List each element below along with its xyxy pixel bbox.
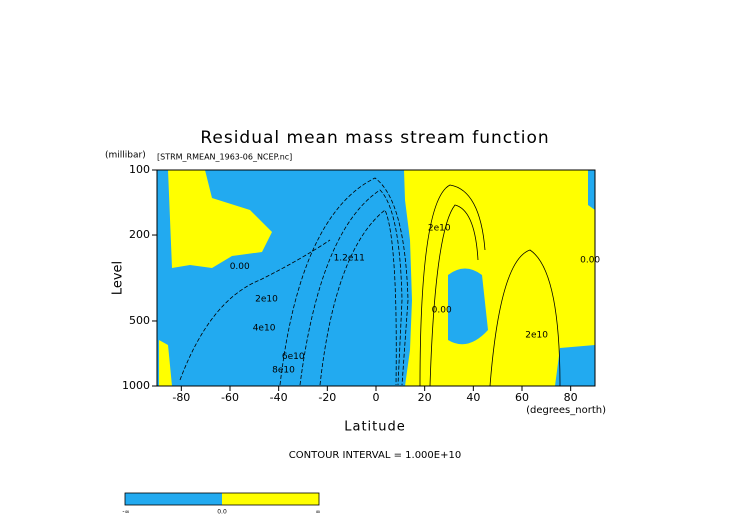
colorbar-label: 0.0	[217, 509, 227, 516]
contour-label: 0.00	[580, 255, 600, 265]
plot-area	[156, 169, 596, 387]
contour-label: 2e10	[255, 294, 278, 304]
colorbar-label: -∞	[122, 509, 129, 516]
colorbar-label: ∞	[316, 509, 321, 516]
contour-label: 0.00	[230, 262, 250, 272]
contour-line	[489, 249, 561, 387]
x-tick-label: 40	[466, 391, 480, 404]
y-tick-label: 200	[129, 228, 150, 241]
contour-line	[429, 204, 479, 387]
chart-title: Residual mean mass stream function	[200, 128, 549, 148]
x-unit: (degrees_north)	[526, 405, 606, 416]
y-unit: (millibar)	[105, 151, 146, 161]
contour-line	[299, 189, 403, 386]
x-tick-label: 80	[564, 391, 578, 404]
contour-label: 2e10	[525, 330, 548, 340]
contour-label: 8e10	[272, 366, 295, 376]
x-tick-label: -40	[270, 391, 288, 404]
positive-region	[159, 340, 172, 386]
subtitle: [STRM_RMEAN_1963-06_NCEP.nc]	[157, 153, 292, 162]
x-tick-label: -80	[172, 391, 190, 404]
contour-label: 2e10	[428, 224, 451, 234]
x-tick-label: 0	[373, 391, 380, 404]
x-tick-label: -60	[221, 391, 239, 404]
contour-label: 6e10	[282, 352, 305, 362]
contour-label: 1.2e11	[334, 253, 365, 263]
contour-line	[279, 177, 409, 386]
colorbar-segment	[222, 493, 319, 505]
contour-line	[179, 239, 331, 381]
positive-region	[168, 170, 272, 268]
x-tick-label: 60	[515, 391, 529, 404]
contour-label: 4e10	[253, 324, 276, 334]
contour-line	[319, 209, 397, 386]
contour-line	[419, 184, 486, 387]
negative-region	[448, 268, 488, 345]
colorbar-frame	[124, 492, 320, 506]
colorbar-segment	[125, 493, 222, 505]
y-tick-label: 100	[129, 163, 150, 176]
y-tick-label: 1000	[122, 379, 150, 392]
y-axis-label: Level	[111, 261, 126, 295]
contour-interval: CONTOUR INTERVAL = 1.000E+10	[289, 450, 461, 461]
y-tick-label: 500	[129, 314, 150, 327]
x-axis-label: Latitude	[344, 420, 406, 435]
x-tick-label: -20	[318, 391, 336, 404]
contour-label: 0.00	[432, 306, 452, 316]
x-tick-label: 20	[418, 391, 432, 404]
